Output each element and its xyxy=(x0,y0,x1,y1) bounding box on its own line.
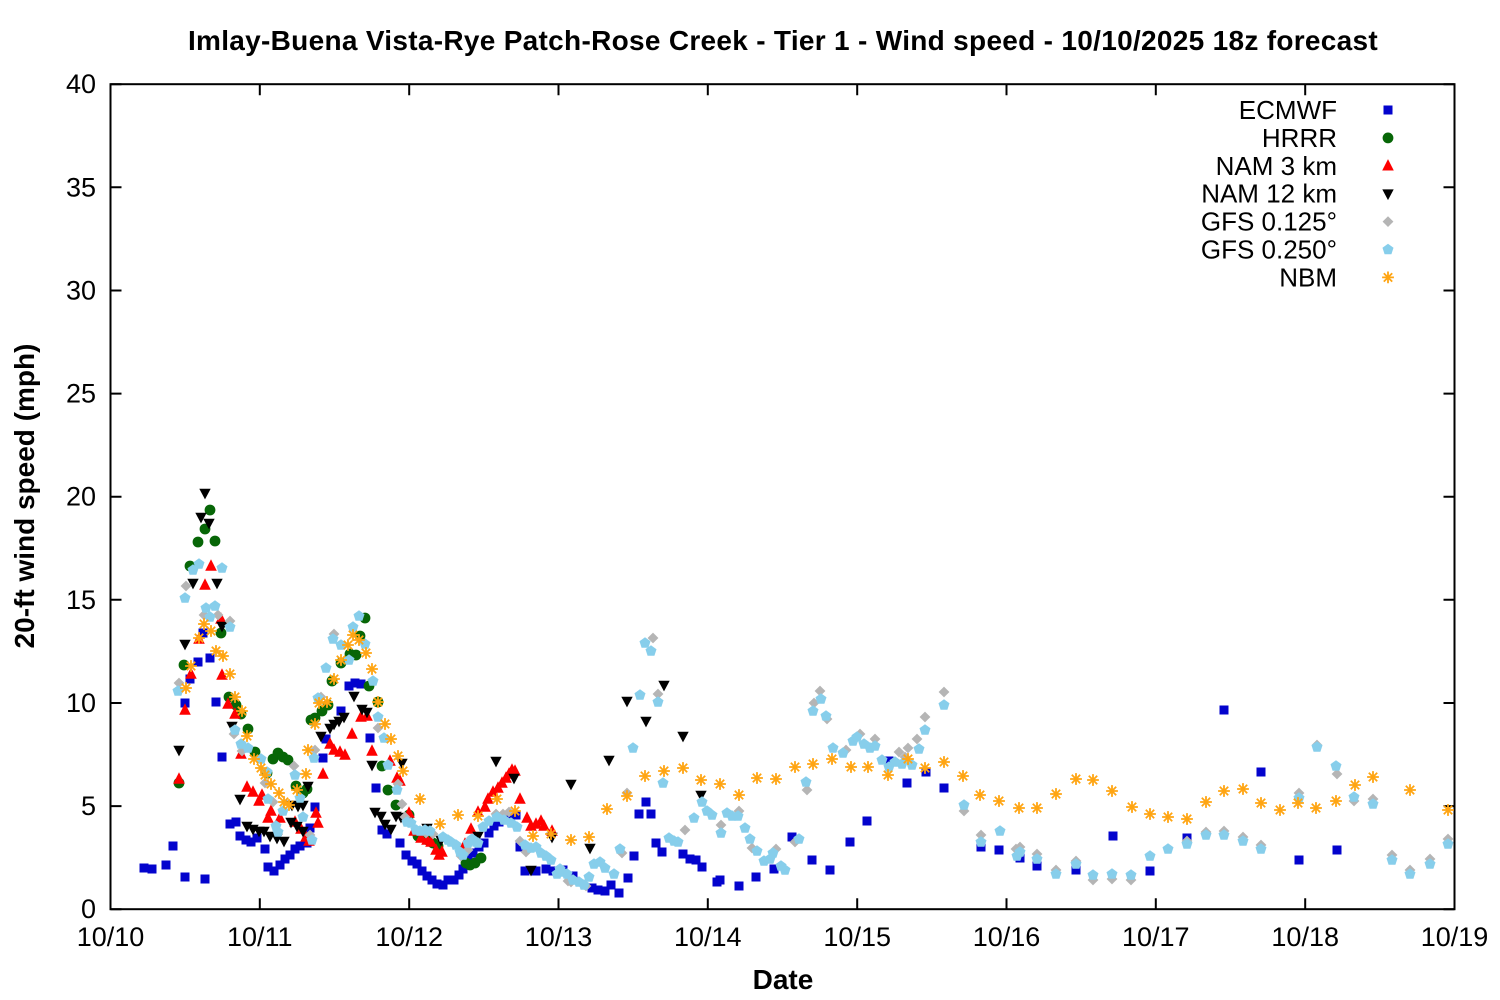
svg-text:40: 40 xyxy=(66,69,96,99)
svg-text:25: 25 xyxy=(66,379,96,409)
svg-text:ECMWF: ECMWF xyxy=(1239,95,1337,125)
svg-text:10/10: 10/10 xyxy=(77,922,145,952)
svg-text:10/19: 10/19 xyxy=(1421,922,1489,952)
svg-text:0: 0 xyxy=(81,894,96,924)
svg-text:Date: Date xyxy=(753,964,814,995)
svg-text:15: 15 xyxy=(66,585,96,615)
svg-text:NAM 3 km: NAM 3 km xyxy=(1216,151,1337,181)
svg-text:GFS 0.250°: GFS 0.250° xyxy=(1201,235,1337,265)
svg-text:5: 5 xyxy=(81,791,96,821)
svg-text:20-ft wind speed (mph): 20-ft wind speed (mph) xyxy=(9,344,40,649)
svg-text:GFS 0.125°: GFS 0.125° xyxy=(1201,207,1337,237)
svg-text:10/17: 10/17 xyxy=(1122,922,1190,952)
svg-text:10/11: 10/11 xyxy=(227,922,293,952)
svg-text:NBM: NBM xyxy=(1279,262,1337,292)
svg-text:30: 30 xyxy=(66,276,96,306)
svg-text:35: 35 xyxy=(66,172,96,202)
svg-text:10/18: 10/18 xyxy=(1271,922,1339,952)
svg-text:10/14: 10/14 xyxy=(674,922,742,952)
svg-text:10/13: 10/13 xyxy=(525,922,593,952)
svg-text:Imlay-Buena Vista-Rye Patch-Ro: Imlay-Buena Vista-Rye Patch-Rose Creek -… xyxy=(188,25,1378,56)
svg-text:10/12: 10/12 xyxy=(375,922,443,952)
svg-text:10/15: 10/15 xyxy=(823,922,891,952)
svg-text:10: 10 xyxy=(66,688,96,718)
svg-text:10/16: 10/16 xyxy=(973,922,1041,952)
svg-text:NAM 12 km: NAM 12 km xyxy=(1201,179,1337,209)
svg-text:20: 20 xyxy=(66,482,96,512)
svg-text:HRRR: HRRR xyxy=(1262,123,1337,153)
